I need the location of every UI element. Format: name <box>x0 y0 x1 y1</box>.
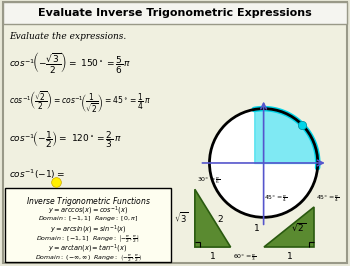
Text: Evaluate the expressions.: Evaluate the expressions. <box>9 32 126 41</box>
Text: $cos^{-1}\!\left(\dfrac{\sqrt{2}}{2}\right) = cos^{-1}\!\!\left(\dfrac{1}{\sqrt{: $cos^{-1}\!\left(\dfrac{\sqrt{2}}{2}\rig… <box>9 90 151 115</box>
Text: $1$: $1$ <box>253 222 260 233</box>
Text: $\it{Domain:\ [-1,1]\ \ Range:\ \left[-\frac{\pi}{2},\frac{\pi}{2}\right]}$: $\it{Domain:\ [-1,1]\ \ Range:\ \left[-\… <box>36 233 140 244</box>
Text: $cos^{-1}(-1) =$: $cos^{-1}(-1) =$ <box>9 167 65 181</box>
Text: $cos^{-1}\!\left(-\dfrac{1}{2}\right) = \ 120^\circ = \dfrac{2}{3}\,\pi$: $cos^{-1}\!\left(-\dfrac{1}{2}\right) = … <box>9 130 122 150</box>
Text: $\it{y = arcsin(x) = sin^{-1}(x)}$: $\it{y = arcsin(x) = sin^{-1}(x)}$ <box>50 224 126 236</box>
Text: $\sqrt{2}$: $\sqrt{2}$ <box>291 221 307 233</box>
Polygon shape <box>195 189 231 247</box>
Text: $30°= \frac{\pi}{6}$: $30°= \frac{\pi}{6}$ <box>197 176 220 186</box>
Text: $\it{Domain:\ [-1,1]\ \ Range:\ [0,\pi]}$: $\it{Domain:\ [-1,1]\ \ Range:\ [0,\pi]}… <box>38 214 138 223</box>
Bar <box>3 2 347 24</box>
Text: Evaluate Inverse Trigonometric Expressions: Evaluate Inverse Trigonometric Expressio… <box>38 8 312 18</box>
Text: $45°= \frac{\pi}{4}$: $45°= \frac{\pi}{4}$ <box>316 193 340 204</box>
Text: $60°= \frac{\pi}{3}$: $60°= \frac{\pi}{3}$ <box>233 252 256 263</box>
Text: $\sqrt{3}$: $\sqrt{3}$ <box>174 211 188 226</box>
Text: $\it{Domain:\ (-\infty,\infty)\ \ Range:\ \left(-\frac{\pi}{2},\frac{\pi}{2}\rig: $\it{Domain:\ (-\infty,\infty)\ \ Range:… <box>35 252 142 263</box>
Text: $1$: $1$ <box>286 250 293 261</box>
Text: $\bf{\it{Inverse\ Trigonometric\ Functions}}$: $\bf{\it{Inverse\ Trigonometric\ Functio… <box>26 195 151 208</box>
FancyBboxPatch shape <box>5 188 171 262</box>
Text: $2$: $2$ <box>217 213 224 224</box>
Circle shape <box>209 109 318 217</box>
Text: $\it{y = arccos(x) = cos^{-1}(x)}$: $\it{y = arccos(x) = cos^{-1}(x)}$ <box>48 205 128 217</box>
Text: $cos^{-1}\!\left(-\dfrac{\sqrt{3}}{2}\right) = \ 150^\circ = \dfrac{5}{6}\,\pi$: $cos^{-1}\!\left(-\dfrac{\sqrt{3}}{2}\ri… <box>9 50 131 75</box>
Polygon shape <box>264 207 314 247</box>
Text: $\it{y = arctan(x) = tan^{-1}(x)}$: $\it{y = arctan(x) = tan^{-1}(x)}$ <box>48 243 128 255</box>
Text: $45°= \frac{\pi}{4}$: $45°= \frac{\pi}{4}$ <box>264 193 288 204</box>
Text: $1$: $1$ <box>209 250 216 261</box>
